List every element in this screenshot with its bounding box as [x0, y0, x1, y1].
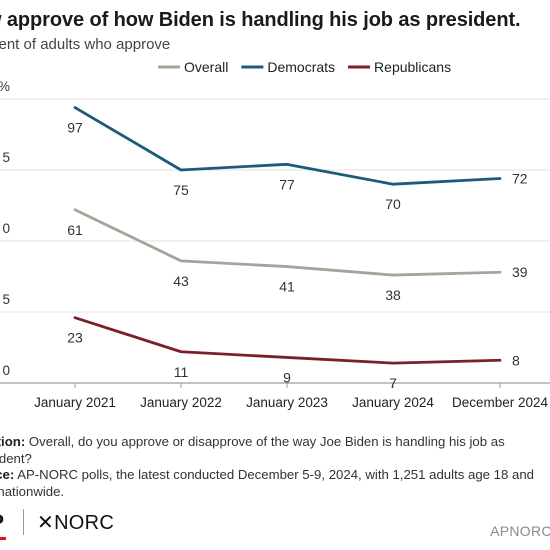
question-note: estion: Overall, do you approve or disap… — [0, 434, 550, 467]
x-tick-label: January 2023 — [246, 395, 328, 410]
source-label: urce: — [0, 467, 15, 483]
republicans-data-label: 8 — [512, 352, 520, 368]
source-text-continued: er nationwide. — [0, 483, 65, 499]
democrats-data-label: 70 — [385, 196, 401, 212]
question-text-continued: esident? — [0, 450, 32, 466]
chart-series — [73, 106, 502, 365]
republicans-data-label: 11 — [174, 364, 189, 380]
overall-data-label: 43 — [173, 273, 189, 289]
norc-mark-icon: ✕ — [37, 512, 55, 534]
y-tick-label: 0 — [2, 363, 10, 378]
source-note: urce: AP-NORC polls, the latest conducte… — [0, 467, 550, 500]
question-text: Overall, do you approve or disapprove of… — [28, 434, 505, 449]
y-tick-label: 0% — [0, 79, 10, 94]
y-axis-ticks: 0 5 0 5 0% — [0, 79, 10, 378]
x-tick-label: January 2021 — [34, 395, 116, 410]
republicans-data-label: 7 — [389, 375, 397, 391]
overall-data-label: 39 — [512, 264, 528, 280]
y-tick-label: 5 — [2, 150, 10, 165]
chart-legend: Overall Democrats Republicans — [158, 59, 451, 75]
source-text: AP-NORC polls, the latest conducted Dece… — [17, 467, 534, 483]
democrats-line — [73, 106, 502, 186]
x-tick-label: December 2024 — [452, 395, 549, 410]
overall-data-label: 61 — [67, 222, 83, 238]
norc-logo: ✕NORC — [37, 510, 114, 535]
legend-label-republicans: Republicans — [374, 59, 451, 75]
democrats-data-label: 97 — [67, 120, 83, 136]
ap-logo: P — [0, 511, 4, 535]
logo-divider — [23, 509, 24, 535]
x-axis-ticks: January 2021 January 2022 January 2023 Janu… — [34, 383, 549, 410]
y-tick-label: 5 — [2, 292, 10, 307]
x-tick-label: January 2024 — [352, 395, 434, 410]
republicans-line — [73, 316, 502, 365]
norc-logo-text: NORC — [54, 512, 115, 534]
question-label: estion: — [0, 434, 26, 449]
chart-subtitle: rcent of adults who approve — [0, 36, 171, 53]
republicans-data-label: 23 — [67, 330, 83, 346]
site-url[interactable]: APNORC. — [490, 523, 550, 539]
legend-label-democrats: Democrats — [267, 59, 335, 75]
chart-title: w approve of how Biden is handling his j… — [0, 9, 521, 31]
democrats-data-label: 72 — [512, 171, 528, 187]
chart-notes: estion: Overall, do you approve or disap… — [0, 434, 550, 500]
chart-gridlines — [0, 98, 550, 384]
overall-data-label: 38 — [385, 287, 401, 303]
democrats-data-label: 77 — [279, 176, 295, 192]
y-tick-label: 0 — [2, 221, 10, 236]
x-tick-label: January 2022 — [140, 395, 222, 410]
republicans-data-label: 9 — [283, 369, 291, 385]
overall-data-label: 41 — [279, 279, 295, 295]
legend-label-overall: Overall — [184, 59, 228, 75]
democrats-data-label: 75 — [173, 182, 189, 198]
overall-line — [73, 208, 502, 277]
ap-logo-accent — [0, 537, 6, 540]
